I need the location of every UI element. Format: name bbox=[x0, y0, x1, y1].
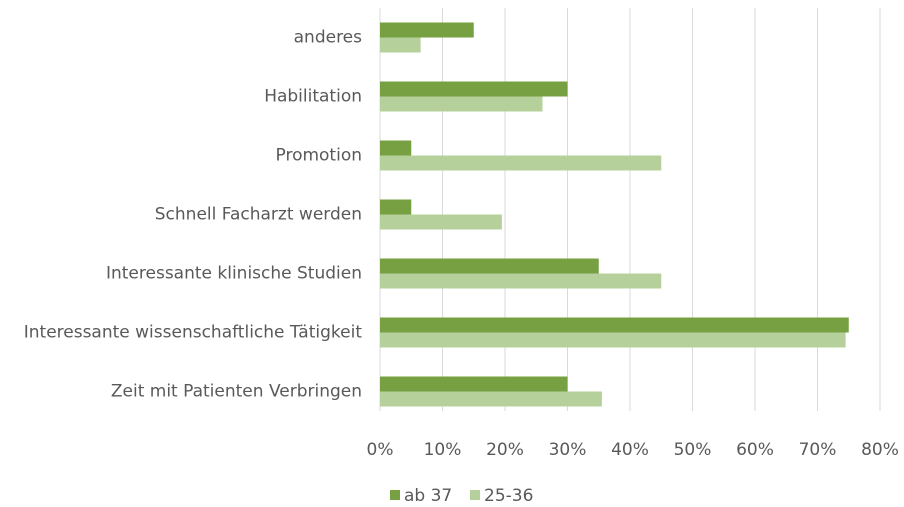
legend-swatch bbox=[390, 490, 400, 500]
bar bbox=[380, 199, 412, 215]
bar bbox=[380, 81, 568, 97]
bar bbox=[380, 317, 849, 333]
bar bbox=[380, 332, 846, 348]
bar bbox=[380, 273, 662, 289]
x-tick-label: 80% bbox=[861, 440, 899, 460]
bar bbox=[380, 214, 502, 230]
y-tick-label: Promotion bbox=[276, 146, 363, 166]
legend-label: 25-36 bbox=[484, 486, 533, 506]
y-tick-label: Schnell Facharzt werden bbox=[155, 205, 362, 225]
legend-swatch bbox=[470, 490, 480, 500]
x-tick-label: 30% bbox=[549, 440, 587, 460]
y-tick-label: Interessante klinische Studien bbox=[106, 264, 362, 284]
y-tick-label: anderes bbox=[294, 28, 363, 48]
bar bbox=[380, 37, 421, 53]
y-tick-label: Interessante wissenschaftliche Tätigkeit bbox=[24, 323, 363, 343]
bar bbox=[380, 22, 474, 38]
bar bbox=[380, 376, 568, 392]
y-tick-label: Habilitation bbox=[264, 87, 362, 107]
bar bbox=[380, 391, 602, 407]
x-tick-label: 70% bbox=[799, 440, 837, 460]
legend-label: ab 37 bbox=[404, 486, 452, 506]
bar bbox=[380, 96, 543, 112]
x-tick-label: 10% bbox=[424, 440, 462, 460]
bar bbox=[380, 140, 412, 156]
bar bbox=[380, 155, 662, 171]
x-tick-label: 0% bbox=[367, 440, 394, 460]
x-tick-label: 20% bbox=[486, 440, 524, 460]
x-tick-label: 50% bbox=[674, 440, 712, 460]
bar bbox=[380, 258, 599, 274]
y-tick-label: Zeit mit Patienten Verbringen bbox=[111, 382, 362, 402]
x-tick-label: 40% bbox=[611, 440, 649, 460]
x-tick-label: 60% bbox=[736, 440, 774, 460]
